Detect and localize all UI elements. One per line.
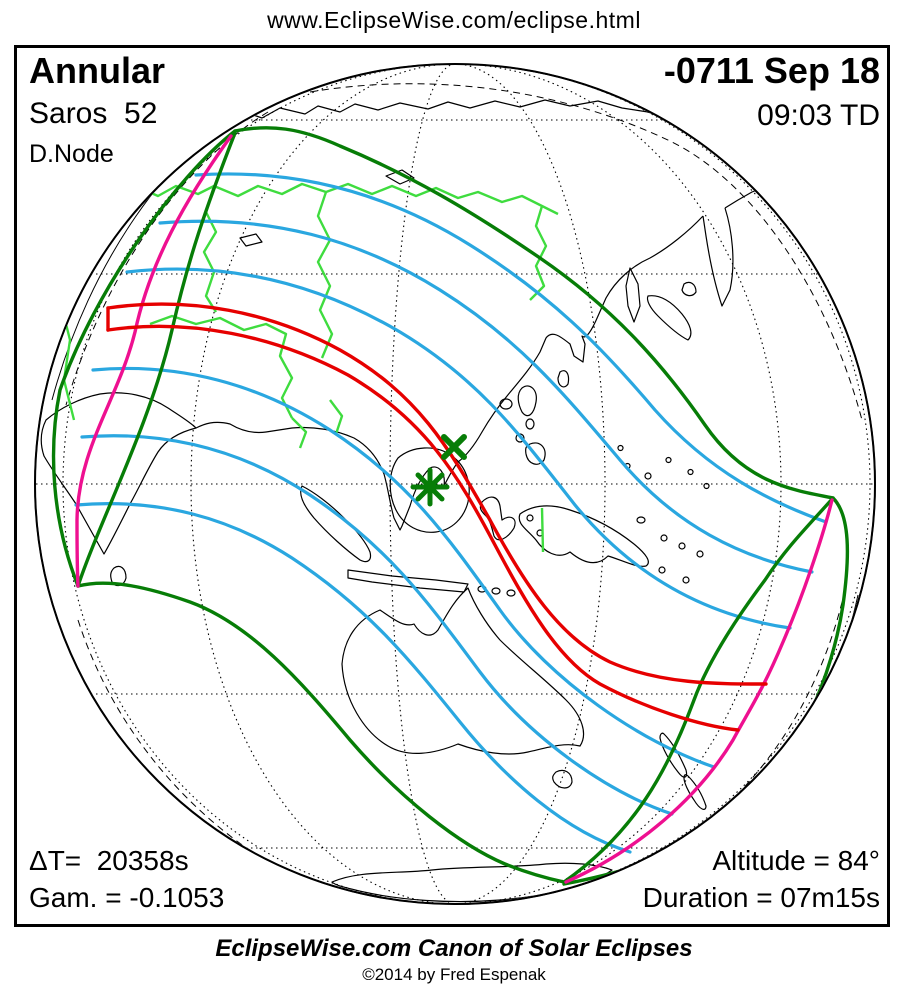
path-north-limit bbox=[106, 302, 768, 686]
globe-limb-outline bbox=[34, 63, 876, 905]
gamma-label: Gam. = -0.1053 bbox=[29, 882, 225, 913]
japan bbox=[646, 295, 692, 341]
meridian bbox=[454, 65, 606, 903]
india bbox=[40, 392, 197, 555]
eclipse-date-label: -0711 Sep 18 bbox=[663, 50, 880, 91]
sumatra bbox=[300, 485, 372, 563]
sakhalin bbox=[625, 267, 641, 323]
meridian bbox=[389, 65, 456, 903]
west-outer-limit bbox=[51, 129, 237, 588]
png-border bbox=[540, 507, 545, 553]
taiwan bbox=[557, 370, 570, 388]
australia bbox=[341, 587, 585, 755]
lake-balkhash bbox=[239, 233, 263, 247]
node-label: D.Node bbox=[29, 140, 114, 168]
sunrise-curve bbox=[75, 134, 233, 588]
central-path bbox=[106, 302, 768, 732]
hokkaido bbox=[681, 281, 697, 297]
altitude-label: Altitude = 84° bbox=[712, 845, 880, 876]
greatest-eclipse-marker bbox=[410, 467, 450, 507]
path-south-limit bbox=[106, 324, 740, 732]
sunrise-sunset-curves bbox=[75, 134, 834, 884]
duration-label: Duration = 07m15s bbox=[642, 882, 880, 913]
antarctica bbox=[331, 862, 613, 903]
footer-title: EclipseWise.com Canon of Solar Eclipses bbox=[215, 935, 693, 962]
west-inner-limit bbox=[76, 131, 237, 588]
east-inner-limit bbox=[562, 496, 835, 884]
sunset-curve bbox=[564, 498, 834, 884]
new-guinea bbox=[518, 505, 649, 567]
blue-contours bbox=[74, 172, 828, 854]
meridian bbox=[454, 65, 871, 903]
luzon bbox=[517, 385, 537, 417]
new-zealand bbox=[659, 732, 707, 810]
delta-t-label: ΔT= 20358s bbox=[29, 845, 189, 876]
eclipse-time-label: 09:03 TD bbox=[757, 99, 880, 132]
sulawesi bbox=[479, 496, 516, 541]
subsolar-point-marker bbox=[441, 434, 467, 460]
bismarck-solomons bbox=[636, 516, 704, 584]
mindanao bbox=[525, 442, 546, 465]
pacific-islands bbox=[617, 444, 710, 490]
tasmania bbox=[552, 769, 573, 789]
footer-copyright: ©2014 by Fred Espenak bbox=[362, 965, 546, 984]
saros-label: Saros 52 bbox=[29, 97, 158, 130]
southern-limit bbox=[76, 581, 566, 884]
kamchatka bbox=[702, 207, 734, 307]
eclipse-type-label: Annular bbox=[29, 50, 166, 91]
site-url: www.EclipseWise.com/eclipse.html bbox=[267, 7, 641, 33]
northern-limit bbox=[233, 126, 835, 500]
hainan bbox=[499, 398, 513, 410]
meridian bbox=[454, 65, 782, 903]
